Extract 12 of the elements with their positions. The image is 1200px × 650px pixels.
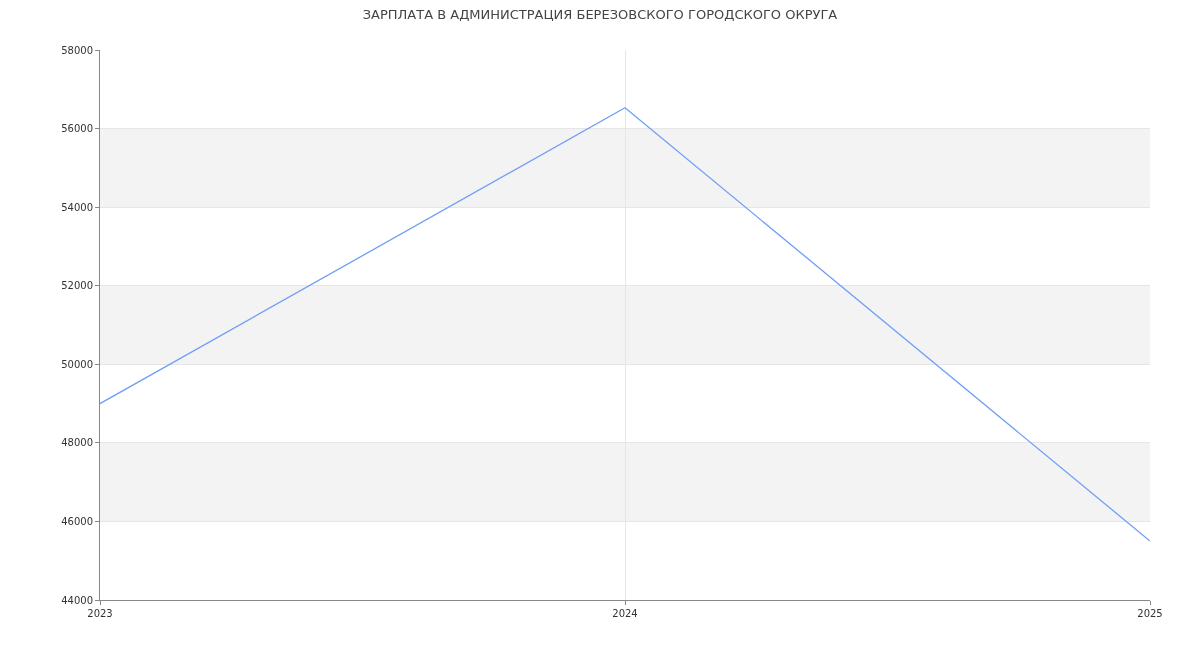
y-tick-label: 46000 — [61, 515, 93, 527]
y-tick-label: 48000 — [61, 437, 93, 449]
chart-title: ЗАРПЛАТА В АДМИНИСТРАЦИЯ БЕРЕЗОВСКОГО ГОРОДСКОГО ОКРУГА — [362, 6, 838, 22]
x-tick-label: 2024 — [612, 608, 638, 619]
y-tick-label: 58000 — [61, 44, 93, 56]
y-tick-label: 54000 — [61, 201, 93, 213]
y-tick-label: 44000 — [61, 594, 93, 606]
x-tick-label: 2023 — [87, 608, 113, 619]
x-tick-label: 2025 — [1137, 608, 1163, 619]
y-tick-label: 50000 — [61, 358, 93, 370]
y-tick-label: 52000 — [61, 280, 93, 292]
y-tick-label: 56000 — [61, 123, 93, 135]
